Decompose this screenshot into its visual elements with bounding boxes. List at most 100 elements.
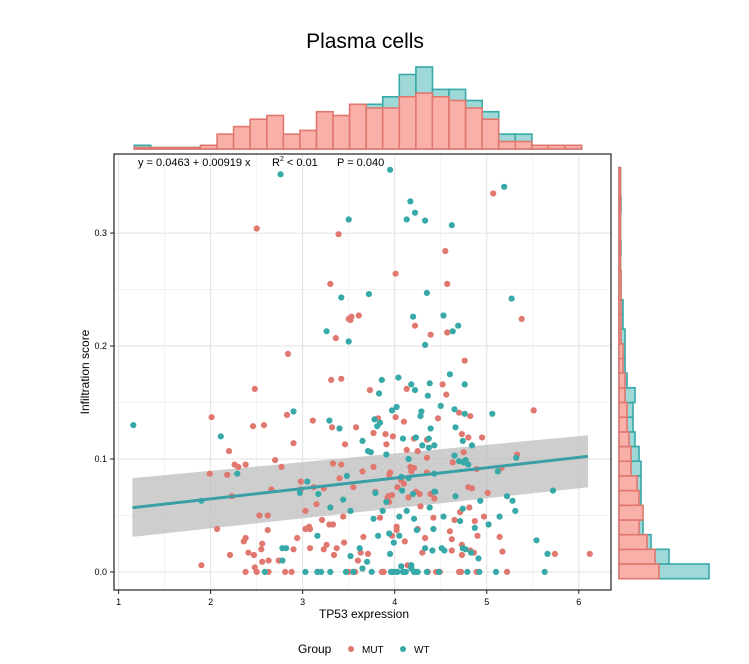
point-mut [264, 512, 271, 519]
point-wt [549, 487, 557, 494]
point-wt [367, 449, 374, 456]
point-mut [410, 464, 418, 472]
top-hist-bar-mut [249, 118, 268, 150]
point-wt [395, 374, 402, 381]
point-wt [475, 555, 482, 562]
point-wt [403, 507, 410, 514]
point-wt [427, 425, 434, 432]
point-mut [329, 460, 337, 467]
right-hist-bar-mut [618, 460, 632, 477]
point-wt [290, 408, 297, 415]
top-hist-bar-mut [464, 107, 484, 150]
top-hist-bar-mut [315, 110, 334, 150]
point-mut [259, 558, 266, 565]
right-hist-bar-mut [618, 519, 640, 536]
right-hist-bar-mut [618, 533, 648, 551]
point-wt [403, 216, 410, 223]
point-wt [283, 545, 290, 552]
point-wt [419, 442, 426, 449]
point-wt [379, 507, 386, 514]
point-wt [489, 410, 496, 417]
point-mut [403, 385, 410, 392]
point-mut [306, 545, 314, 552]
point-wt [496, 513, 503, 520]
top-hist-bar-mut [150, 146, 169, 150]
point-wt [503, 493, 511, 500]
point-mut [405, 494, 412, 501]
right-hist-bar-mut [618, 563, 660, 580]
top-hist-bar-mut [299, 129, 318, 150]
point-mut [318, 516, 326, 524]
point-mut [258, 546, 265, 553]
point-mut [226, 551, 234, 559]
point-wt [371, 416, 378, 423]
point-mut [313, 501, 320, 508]
annotation-r2-sup: 2 [280, 156, 284, 163]
point-mut [414, 448, 421, 455]
point-mut [333, 545, 340, 552]
point-mut [320, 546, 327, 553]
right-hist-bar-mut [618, 386, 626, 404]
point-wt [452, 493, 459, 500]
point-wt [533, 537, 540, 544]
top-hist-bar-mut [431, 96, 450, 150]
point-mut [297, 478, 304, 485]
top-hist-bar-mut [183, 146, 202, 150]
right-hist-bar-mut [618, 254, 622, 272]
point-mut [388, 492, 396, 499]
point-mut [394, 484, 401, 491]
point-mut [198, 562, 205, 569]
y-axis-label: Infiltration score [78, 329, 92, 414]
point-mut [480, 513, 488, 520]
point-mut [306, 525, 314, 533]
point-mut [431, 495, 438, 502]
point-mut [335, 231, 342, 238]
point-mut [465, 434, 472, 441]
point-mut [411, 322, 419, 329]
point-wt [418, 408, 425, 415]
point-wt [449, 328, 456, 335]
annotation-r2-rest: < 0.01 [284, 157, 318, 169]
point-mut [449, 459, 456, 466]
top-hist-bar-mut [133, 146, 152, 150]
point-wt [461, 381, 468, 388]
point-wt [399, 435, 407, 442]
point-mut [376, 514, 384, 521]
point-wt [468, 549, 475, 556]
point-mut [256, 512, 263, 519]
point-wt [508, 295, 515, 302]
top-marginal-histogram [133, 66, 583, 150]
right-hist-bar-mut [618, 284, 622, 301]
y-tick-label: 0.3 [94, 228, 107, 238]
top-hist-bar-mut [199, 144, 218, 150]
point-wt [468, 442, 476, 449]
top-hist-bar-mut [166, 146, 185, 150]
point-wt [462, 457, 469, 464]
legend-wt-label: WT [414, 645, 430, 656]
point-mut [484, 489, 491, 496]
annotation-r2: R2 < 0.01 [272, 156, 318, 169]
point-mut [259, 540, 266, 547]
main-plot-panel [113, 153, 612, 591]
point-mut [434, 415, 442, 422]
point-wt [336, 425, 343, 432]
right-hist-bar-mut [618, 357, 624, 374]
point-mut [360, 533, 367, 541]
point-wt [364, 558, 371, 565]
point-mut [444, 280, 451, 287]
point-wt [492, 568, 500, 576]
regression-line [132, 454, 589, 510]
point-wt [327, 504, 334, 511]
x-tick-label: 5 [484, 597, 489, 607]
regression-annotation: y = 0.0463 + 0.00919 x R2 < 0.01 P = 0.0… [138, 156, 384, 169]
data-points [130, 166, 593, 576]
point-mut [253, 568, 260, 576]
point-wt [441, 547, 448, 554]
annotation-r2-prefix: R [272, 157, 280, 169]
point-mut [466, 504, 473, 511]
point-wt [347, 507, 354, 514]
point-wt [422, 341, 429, 348]
point-mut [448, 536, 455, 543]
point-mut [503, 568, 511, 576]
point-wt [393, 403, 400, 411]
